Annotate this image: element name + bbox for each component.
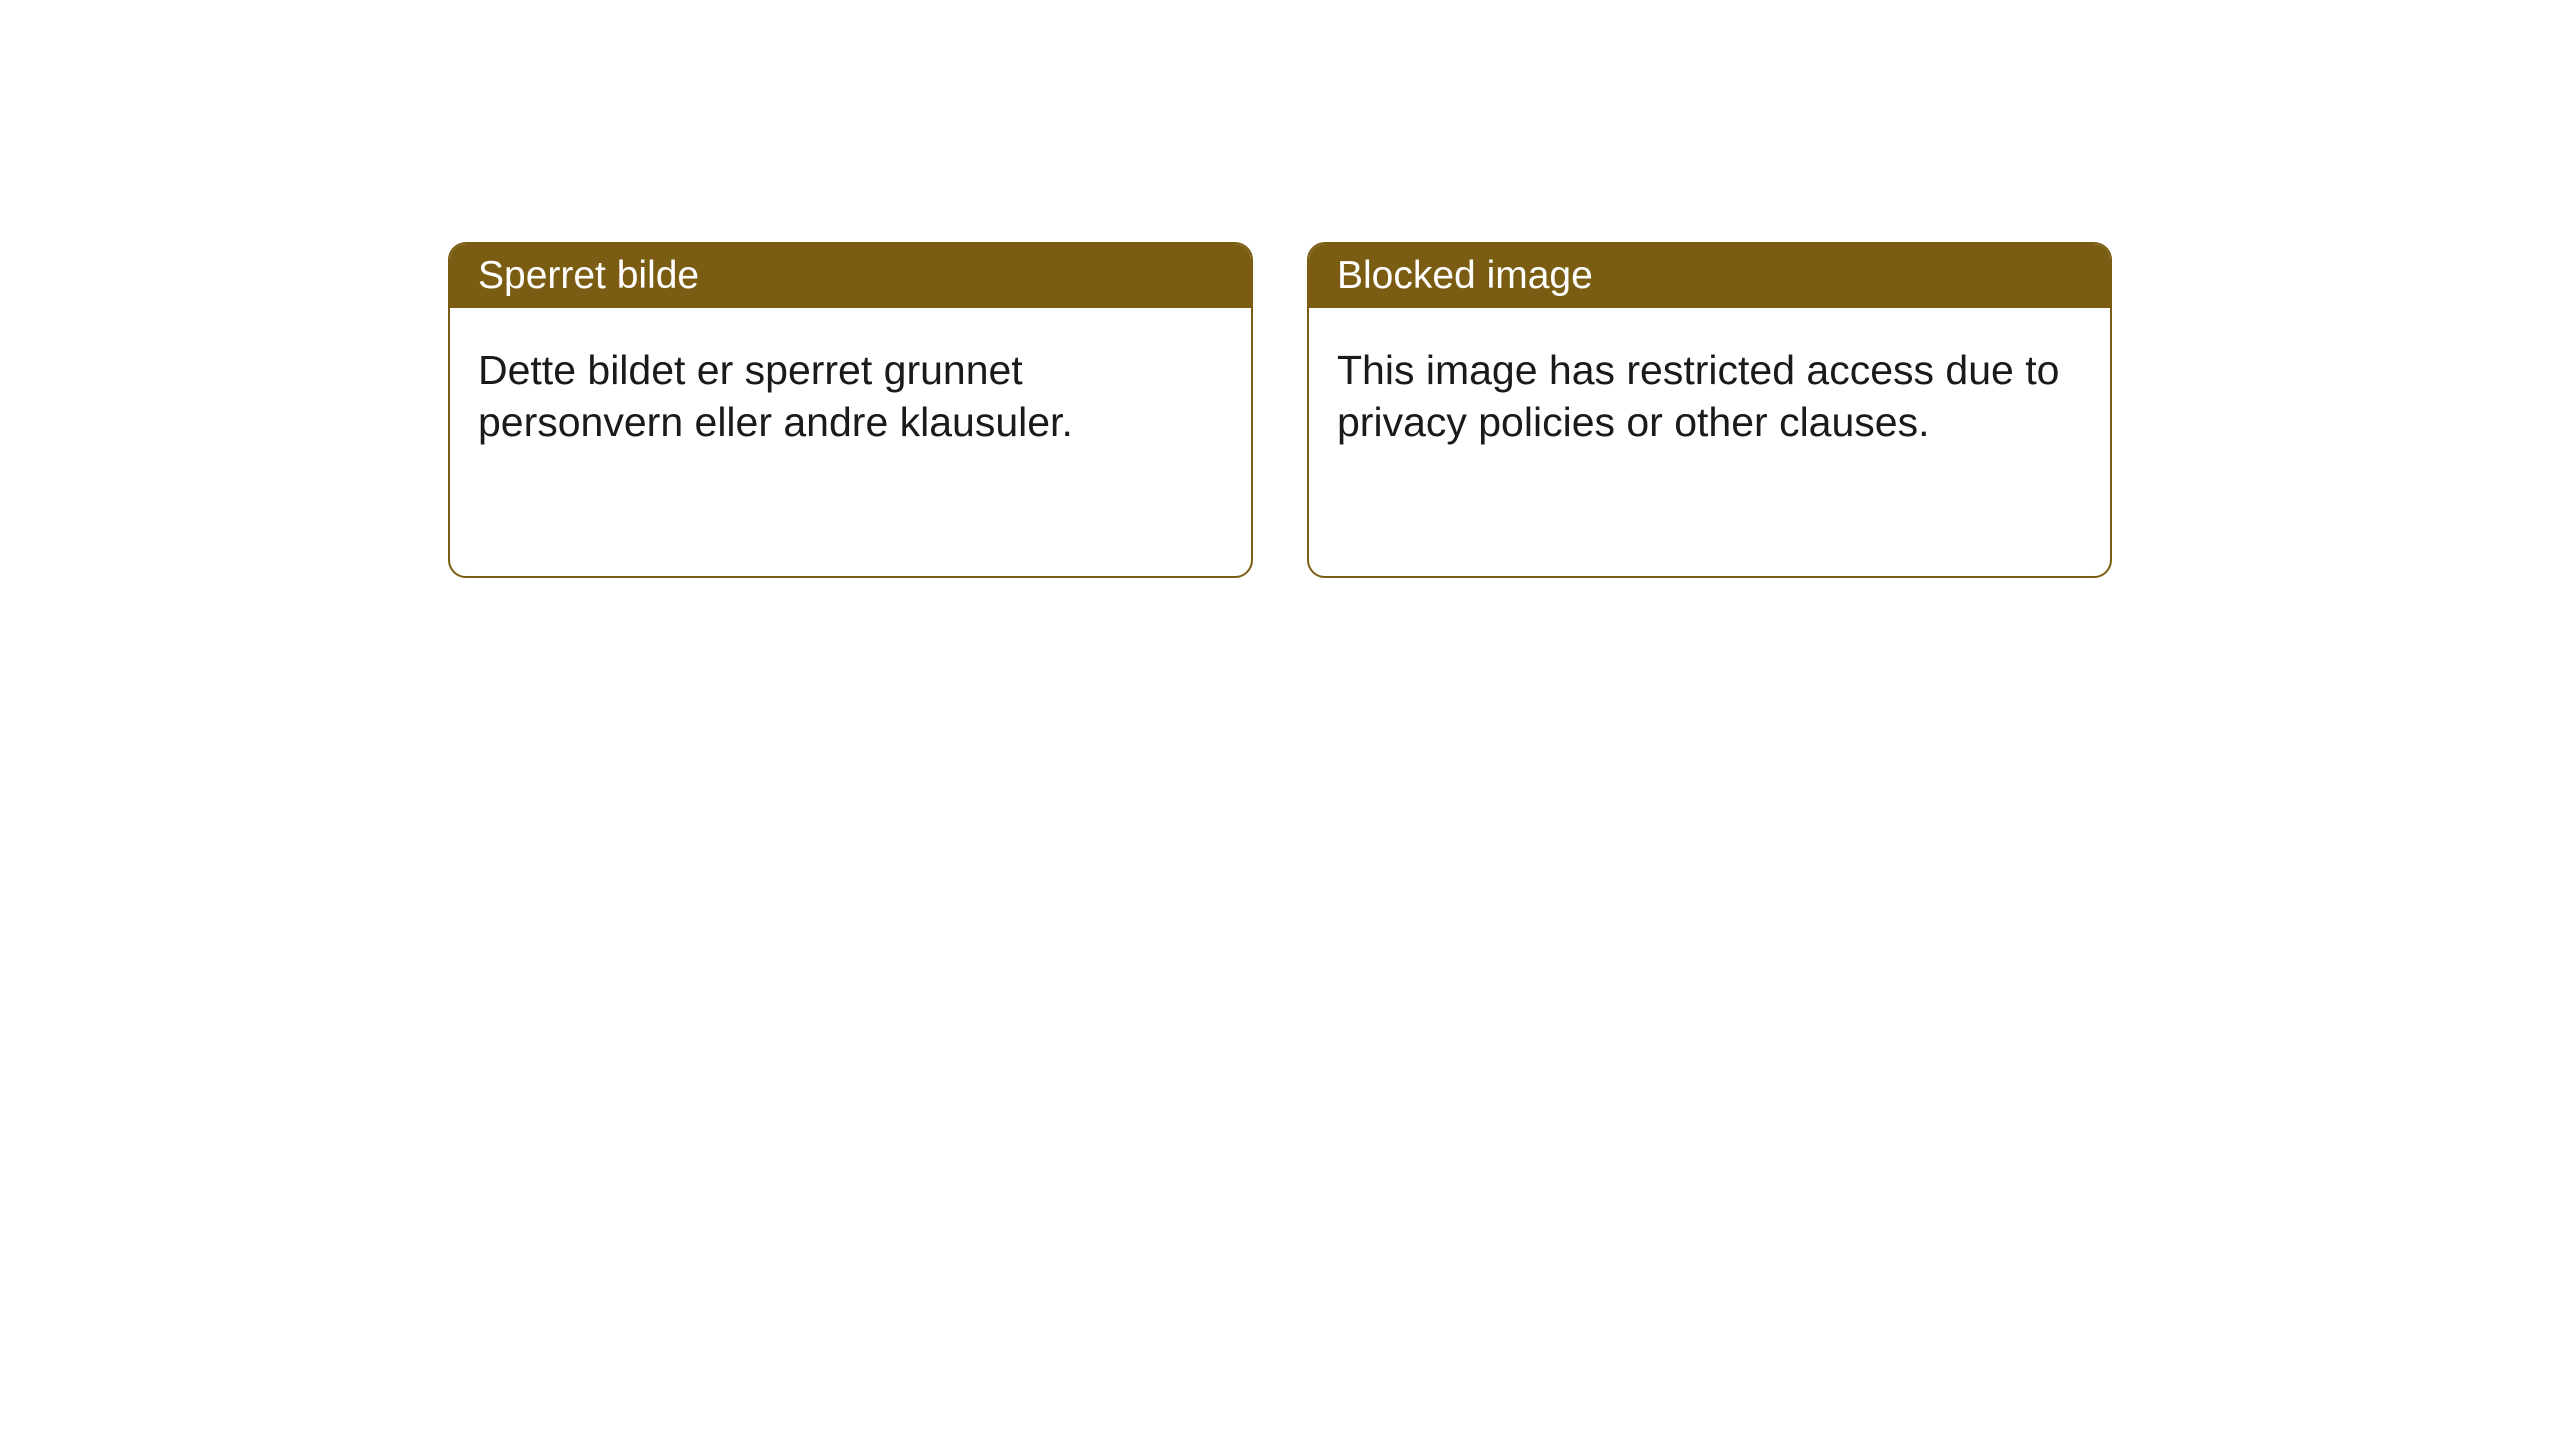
notice-title: Blocked image (1337, 254, 1593, 297)
notice-card-english: Blocked image This image has restricted … (1307, 242, 2112, 578)
notice-card-norwegian: Sperret bilde Dette bildet er sperret gr… (448, 242, 1253, 578)
notice-header: Sperret bilde (450, 244, 1251, 308)
notice-header: Blocked image (1309, 244, 2110, 308)
notice-text: Dette bildet er sperret grunnet personve… (478, 347, 1073, 445)
notice-body: Dette bildet er sperret grunnet personve… (450, 308, 1251, 485)
notice-container: Sperret bilde Dette bildet er sperret gr… (448, 242, 2112, 578)
notice-body: This image has restricted access due to … (1309, 308, 2110, 485)
notice-title: Sperret bilde (478, 254, 699, 297)
notice-text: This image has restricted access due to … (1337, 347, 2059, 445)
